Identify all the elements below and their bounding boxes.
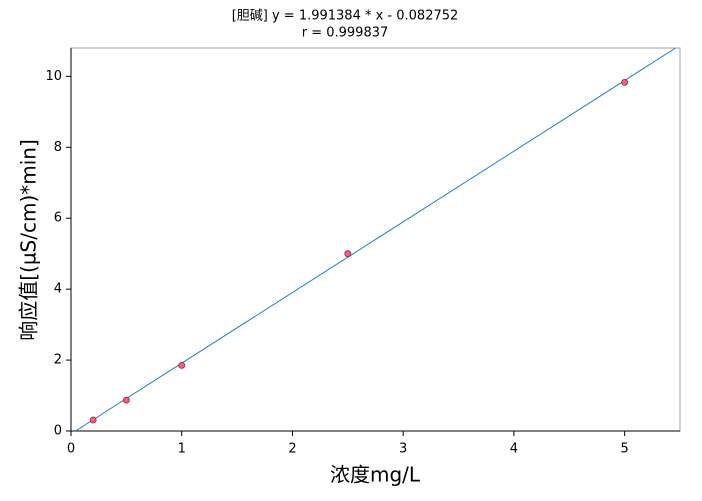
chart-title: [胆碱] y = 1.991384 * x - 0.082752	[232, 9, 459, 24]
data-point	[178, 361, 186, 369]
y-tick-label: 6	[54, 211, 62, 226]
chart-subtitle: r = 0.999837	[302, 26, 389, 41]
x-tick-label: 4	[510, 442, 518, 457]
data-point	[122, 396, 130, 404]
x-tick-label: 5	[620, 442, 628, 457]
data-point	[344, 250, 352, 258]
y-tick-label: 10	[45, 69, 62, 84]
data-point	[89, 416, 97, 424]
data-point	[621, 78, 629, 86]
x-tick-label: 1	[178, 442, 186, 457]
fit-line	[75, 47, 676, 432]
x-axis-label: 浓度mg/L	[330, 463, 421, 487]
y-tick-label: 4	[54, 282, 62, 297]
x-tick-label: 3	[399, 442, 407, 457]
y-tick-label: 2	[54, 353, 62, 368]
y-tick-label: 8	[54, 140, 62, 155]
y-axis-label: 响应值[(µS/cm)*min]	[17, 139, 41, 341]
y-tick-label: 0	[54, 424, 62, 439]
x-tick-label: 2	[288, 442, 296, 457]
x-tick-label: 0	[67, 442, 75, 457]
